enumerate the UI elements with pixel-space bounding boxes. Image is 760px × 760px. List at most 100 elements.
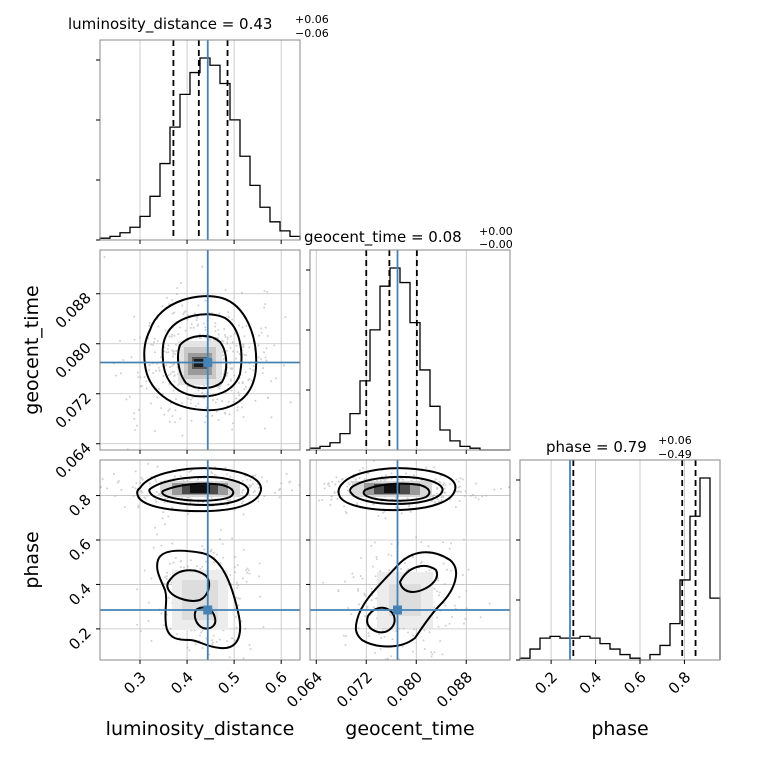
scatter-point <box>372 503 375 506</box>
scatter-point <box>436 590 439 593</box>
density-heatmap <box>160 341 433 630</box>
scatter-point <box>137 506 140 509</box>
scatter-point <box>318 499 321 502</box>
scatter-point <box>433 587 436 590</box>
scatter-point <box>372 565 375 568</box>
scatter-point <box>336 497 339 500</box>
scatter-point <box>143 667 145 669</box>
scatter-point <box>337 480 340 483</box>
scatter-point <box>174 421 177 424</box>
scatter-point <box>140 489 143 492</box>
scatter-point <box>260 327 263 330</box>
scatter-point <box>228 656 231 659</box>
scatter-point <box>173 374 176 377</box>
scatter-point <box>217 676 219 678</box>
scatter-point <box>257 344 260 347</box>
scatter-point <box>201 629 204 632</box>
scatter-point <box>191 396 194 399</box>
scatter-point <box>205 415 208 418</box>
scatter-point <box>145 380 148 383</box>
scatter-point <box>211 472 214 475</box>
scatter-point <box>226 338 229 341</box>
scatter-point <box>398 478 401 481</box>
scatter-point <box>359 574 362 577</box>
ylabel-geocent-time: geocent_time <box>21 285 43 414</box>
scatter-point <box>251 482 254 485</box>
scatter-point <box>233 566 236 569</box>
scatter-point <box>258 334 261 337</box>
scatter-point <box>469 494 472 497</box>
scatter-point <box>379 479 382 482</box>
title-geocent-time-minus: −0.00 <box>479 238 513 251</box>
scatter-point <box>433 466 436 469</box>
scatter-point <box>367 472 370 475</box>
contour-upper-middle <box>349 475 444 506</box>
scatter-point <box>201 565 204 568</box>
scatter-point <box>179 326 182 329</box>
scatter-point <box>430 655 433 658</box>
scatter-point <box>163 413 166 416</box>
scatter-point <box>252 365 255 368</box>
scatter-point <box>263 289 266 292</box>
scatter-point <box>362 467 365 470</box>
scatter-point <box>216 553 219 556</box>
scatter-point <box>120 488 123 491</box>
scatter-point <box>212 634 215 637</box>
x-tick-label: 0.6 <box>620 668 650 698</box>
scatter-point <box>212 398 215 401</box>
scatter-point <box>333 491 336 494</box>
scatter-point <box>278 489 281 492</box>
scatter-point <box>119 339 122 342</box>
scatter-point <box>390 472 393 475</box>
scatter-point <box>148 364 151 367</box>
scatter-point <box>404 562 407 565</box>
scatter-point <box>214 401 217 404</box>
title-luminosity-distance-minus: −0.06 <box>295 27 329 40</box>
scatter-point <box>229 379 232 382</box>
scatter-point <box>171 542 174 545</box>
scatter-point <box>182 313 185 316</box>
scatter-point <box>378 633 381 636</box>
x-tick-label: 0.8 <box>665 668 695 698</box>
scatter-point <box>150 639 153 642</box>
scatter-point <box>354 478 357 481</box>
scatter-point <box>407 505 410 508</box>
scatter-point <box>226 371 229 374</box>
x-tick-label: 0.6 <box>261 668 291 698</box>
scatter-point <box>164 576 167 579</box>
scatter-point <box>161 517 164 520</box>
scatter-point <box>343 505 346 508</box>
scatter-point <box>203 548 206 551</box>
scatter-point <box>488 602 491 605</box>
scatter-point <box>171 349 174 352</box>
scatter-point <box>163 582 166 585</box>
scatter-point <box>219 561 222 564</box>
scatter-point <box>242 346 245 349</box>
scatter-point <box>100 486 103 489</box>
scatter-point <box>363 478 366 481</box>
scatter-point <box>164 329 167 332</box>
scatter-point <box>169 666 171 668</box>
scatter-point <box>263 306 266 309</box>
scatter-point <box>229 498 232 501</box>
scatter-point <box>254 474 257 477</box>
scatter-point <box>444 484 447 487</box>
scatter-point <box>153 526 156 529</box>
scatter-point <box>437 577 440 580</box>
scatter-point <box>439 474 442 477</box>
scatter-point <box>211 453 213 455</box>
scatter-point <box>280 482 283 485</box>
scatter-point <box>229 346 232 349</box>
scatter-point <box>201 391 204 394</box>
scatter-point <box>245 354 248 357</box>
scatter-point <box>226 640 229 643</box>
scatter-point <box>156 533 159 536</box>
scatter-point <box>479 616 482 619</box>
scatter-point <box>398 661 400 663</box>
scatter-point <box>165 364 168 367</box>
contour-inner <box>177 335 228 390</box>
scatter-point <box>203 322 206 325</box>
scatter-point <box>169 402 172 405</box>
scatter-point <box>235 344 238 347</box>
